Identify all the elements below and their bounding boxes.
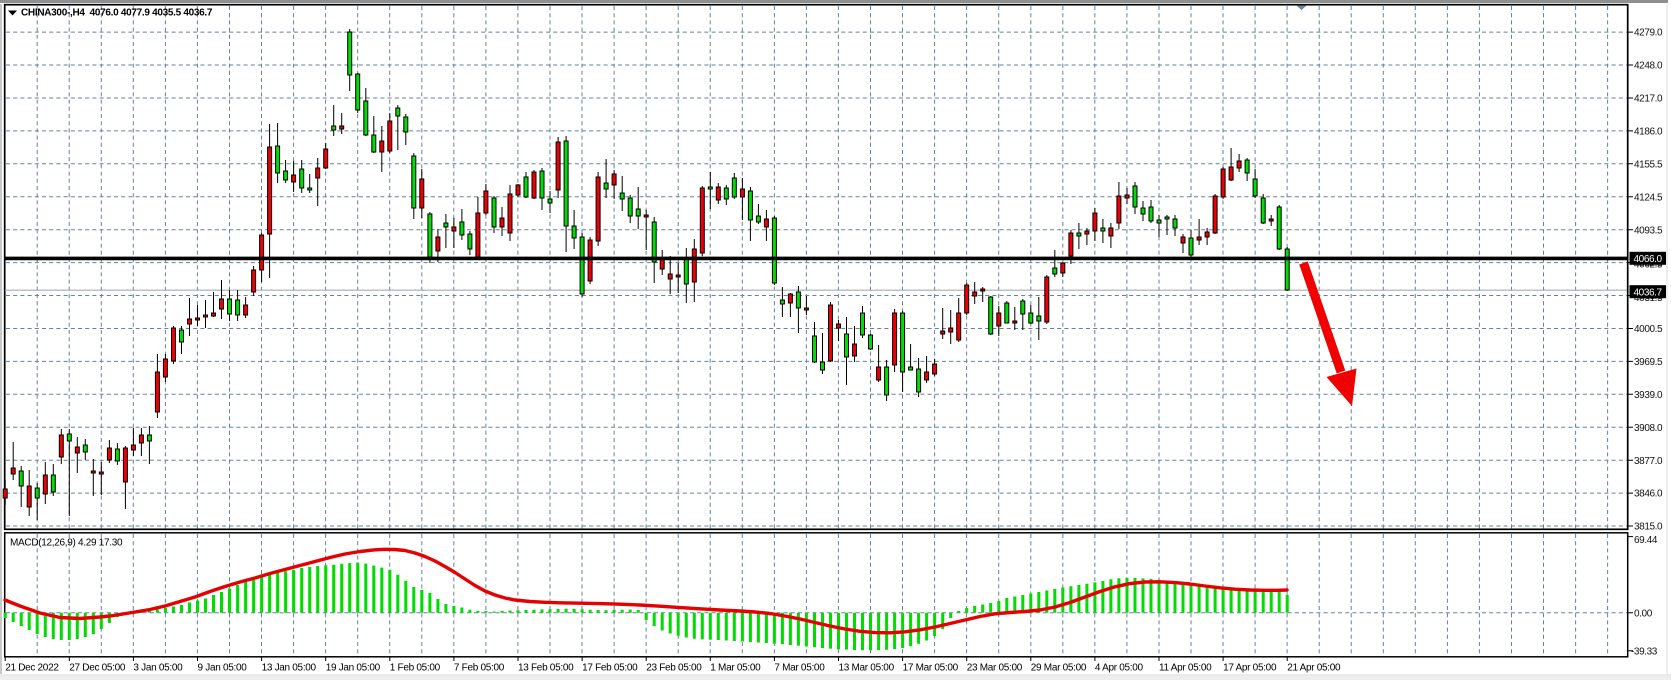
- svg-text:MACD(12,26,9) 4.29 17.30: MACD(12,26,9) 4.29 17.30: [10, 538, 123, 549]
- svg-text:3877.0: 3877.0: [1634, 456, 1663, 467]
- svg-text:-39.33: -39.33: [1631, 646, 1658, 657]
- svg-text:21 Apr 05:00: 21 Apr 05:00: [1287, 663, 1341, 674]
- svg-text:7 Mar 05:00: 7 Mar 05:00: [774, 663, 825, 674]
- svg-text:4279.0: 4279.0: [1634, 28, 1663, 39]
- svg-text:4062.5: 4062.5: [1634, 260, 1663, 271]
- svg-text:3 Jan 05:00: 3 Jan 05:00: [133, 663, 183, 674]
- svg-text:1 Feb 05:00: 1 Feb 05:00: [390, 663, 441, 674]
- svg-text:13 Jan 05:00: 13 Jan 05:00: [262, 663, 317, 674]
- svg-text:9 Jan 05:00: 9 Jan 05:00: [198, 663, 248, 674]
- svg-text:3815.0: 3815.0: [1634, 522, 1663, 533]
- svg-text:29 Mar 05:00: 29 Mar 05:00: [1031, 663, 1087, 674]
- svg-text:69.44: 69.44: [1634, 535, 1658, 546]
- svg-text:4036.7: 4036.7: [1634, 287, 1663, 298]
- svg-text:0.00: 0.00: [1634, 608, 1653, 619]
- svg-text:4124.5: 4124.5: [1634, 192, 1663, 203]
- svg-text:17 Apr 05:00: 17 Apr 05:00: [1223, 663, 1277, 674]
- svg-text:17 Mar 05:00: 17 Mar 05:00: [903, 663, 959, 674]
- svg-text:19 Jan 05:00: 19 Jan 05:00: [326, 663, 381, 674]
- svg-text:3846.0: 3846.0: [1634, 489, 1663, 500]
- svg-text:4217.0: 4217.0: [1634, 94, 1663, 105]
- svg-text:3908.0: 3908.0: [1634, 423, 1663, 434]
- svg-text:CHINA300-,H4 4076.0 4077.9 40: CHINA300-,H4 4076.0 4077.9 4035.5 4036.7: [21, 8, 213, 19]
- svg-text:4155.5: 4155.5: [1634, 159, 1663, 170]
- svg-text:11 Apr 05:00: 11 Apr 05:00: [1159, 663, 1212, 674]
- svg-text:23 Feb 05:00: 23 Feb 05:00: [646, 663, 702, 674]
- svg-text:21 Dec 2022: 21 Dec 2022: [5, 663, 59, 674]
- svg-text:3939.0: 3939.0: [1634, 390, 1663, 401]
- svg-text:3969.5: 3969.5: [1634, 357, 1663, 368]
- svg-text:17 Feb 05:00: 17 Feb 05:00: [582, 663, 638, 674]
- svg-text:4066.0: 4066.0: [1634, 254, 1663, 265]
- svg-text:4 Apr 05:00: 4 Apr 05:00: [1095, 663, 1144, 674]
- svg-text:23 Mar 05:00: 23 Mar 05:00: [967, 663, 1023, 674]
- svg-text:13 Mar 05:00: 13 Mar 05:00: [839, 663, 895, 674]
- svg-text:27 Dec 05:00: 27 Dec 05:00: [69, 663, 126, 674]
- svg-text:4248.0: 4248.0: [1634, 61, 1663, 72]
- svg-text:1 Mar 05:00: 1 Mar 05:00: [710, 663, 761, 674]
- svg-text:4031.5: 4031.5: [1634, 293, 1663, 304]
- svg-text:13 Feb 05:00: 13 Feb 05:00: [518, 663, 574, 674]
- svg-text:4000.5: 4000.5: [1634, 324, 1663, 335]
- svg-text:7 Feb 05:00: 7 Feb 05:00: [454, 663, 505, 674]
- svg-text:4186.0: 4186.0: [1634, 127, 1663, 138]
- svg-text:4093.5: 4093.5: [1634, 225, 1663, 236]
